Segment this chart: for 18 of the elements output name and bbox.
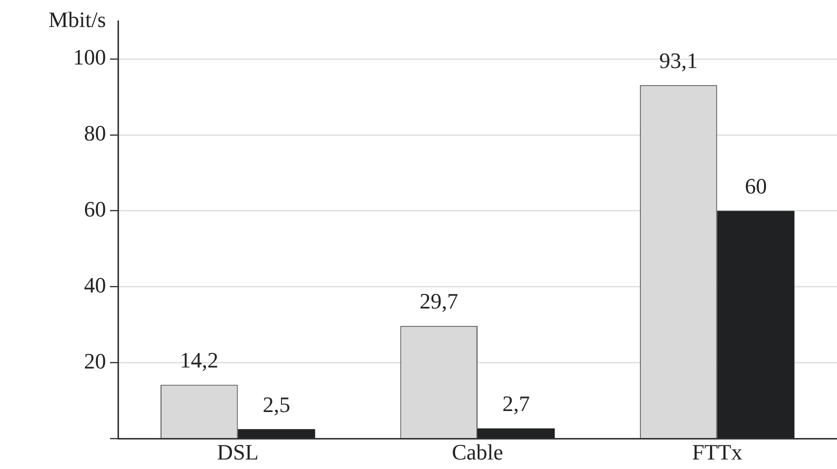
y-tick-label: 100 xyxy=(73,44,106,70)
x-tick-label: FTTx xyxy=(692,440,742,465)
y-tick-label: 80 xyxy=(84,120,106,146)
data-label: 93,1 xyxy=(659,48,698,73)
bar xyxy=(717,210,794,438)
data-label: 60 xyxy=(744,174,767,199)
y-tick-label: 20 xyxy=(84,348,106,374)
data-label: 2,7 xyxy=(502,391,530,416)
data-label: 2,5 xyxy=(262,392,290,417)
y-axis-title: Mbit/s xyxy=(48,6,106,32)
bar xyxy=(238,429,316,438)
data-label: 29,7 xyxy=(420,288,458,314)
x-tick-label: DSL xyxy=(217,440,259,465)
data-label: 14,2 xyxy=(180,347,218,372)
bar xyxy=(478,428,555,438)
y-tick-label: 60 xyxy=(84,196,106,222)
y-tick-label: 40 xyxy=(84,272,106,298)
x-tick-label: Cable xyxy=(452,440,504,465)
